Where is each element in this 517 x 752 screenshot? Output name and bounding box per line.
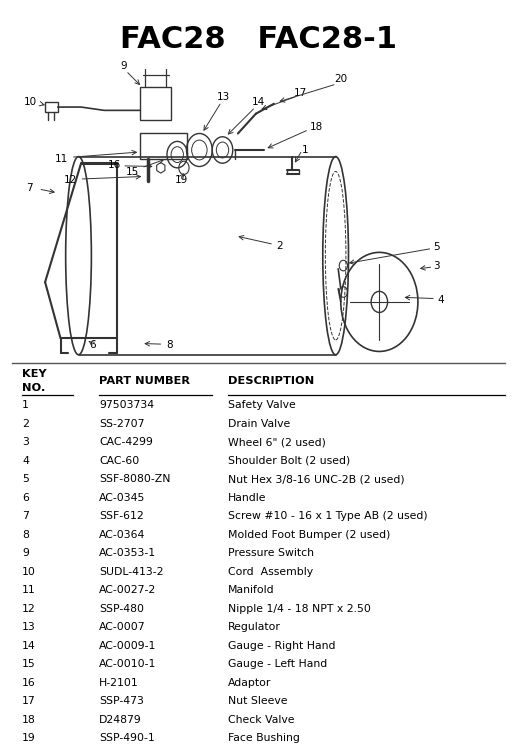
Text: 12: 12 xyxy=(64,174,78,185)
Text: Shoulder Bolt (2 used): Shoulder Bolt (2 used) xyxy=(227,456,350,465)
Text: Nipple 1/4 - 18 NPT x 2.50: Nipple 1/4 - 18 NPT x 2.50 xyxy=(227,604,371,614)
Text: AC-0010-1: AC-0010-1 xyxy=(99,660,157,669)
Text: 18: 18 xyxy=(22,714,36,725)
Text: 16: 16 xyxy=(108,160,120,170)
Text: Gauge - Left Hand: Gauge - Left Hand xyxy=(227,660,327,669)
Bar xyxy=(45,102,58,112)
Text: 20: 20 xyxy=(334,74,347,84)
Text: 4: 4 xyxy=(22,456,29,465)
Text: NO.: NO. xyxy=(22,383,45,393)
Text: Gauge - Right Hand: Gauge - Right Hand xyxy=(227,641,335,650)
Text: 7: 7 xyxy=(22,511,29,521)
Text: 19: 19 xyxy=(22,733,36,743)
Text: 2: 2 xyxy=(277,241,283,250)
Text: SSF-8080-ZN: SSF-8080-ZN xyxy=(99,475,171,484)
Text: 10: 10 xyxy=(24,97,37,107)
Text: 13: 13 xyxy=(217,92,230,102)
Text: 3: 3 xyxy=(433,261,440,271)
Text: 2: 2 xyxy=(22,419,29,429)
Text: 5: 5 xyxy=(433,242,440,252)
Text: Drain Valve: Drain Valve xyxy=(227,419,290,429)
Text: AC-0353-1: AC-0353-1 xyxy=(99,548,156,558)
Text: 97503734: 97503734 xyxy=(99,400,154,411)
Text: 15: 15 xyxy=(126,167,139,177)
Text: AC-0009-1: AC-0009-1 xyxy=(99,641,157,650)
Text: 14: 14 xyxy=(252,97,265,107)
Text: 13: 13 xyxy=(22,622,36,632)
Text: H-2101: H-2101 xyxy=(99,678,139,688)
Text: Nut Hex 3/8-16 UNC-2B (2 used): Nut Hex 3/8-16 UNC-2B (2 used) xyxy=(227,475,404,484)
Text: 9: 9 xyxy=(120,61,127,71)
Text: 14: 14 xyxy=(22,641,36,650)
Text: 8: 8 xyxy=(22,529,29,540)
Text: 1: 1 xyxy=(302,145,309,155)
Bar xyxy=(140,134,187,159)
Text: 6: 6 xyxy=(22,493,29,503)
Text: 1: 1 xyxy=(22,400,29,411)
Text: Handle: Handle xyxy=(227,493,266,503)
Text: 12: 12 xyxy=(22,604,36,614)
Text: SSF-612: SSF-612 xyxy=(99,511,144,521)
Text: 9: 9 xyxy=(22,548,29,558)
Text: 6: 6 xyxy=(89,340,96,350)
Text: Adaptor: Adaptor xyxy=(227,678,271,688)
Text: Pressure Switch: Pressure Switch xyxy=(227,548,314,558)
Text: AC-0027-2: AC-0027-2 xyxy=(99,585,156,596)
Text: Screw #10 - 16 x 1 Type AB (2 used): Screw #10 - 16 x 1 Type AB (2 used) xyxy=(227,511,427,521)
Text: 10: 10 xyxy=(22,567,36,577)
Text: SSP-473: SSP-473 xyxy=(99,696,144,706)
Text: 3: 3 xyxy=(22,438,29,447)
Text: 8: 8 xyxy=(166,340,173,350)
Text: Safety Valve: Safety Valve xyxy=(227,400,295,411)
Text: 5: 5 xyxy=(22,475,29,484)
Text: CAC-60: CAC-60 xyxy=(99,456,140,465)
Text: 11: 11 xyxy=(55,153,68,164)
Text: AC-0364: AC-0364 xyxy=(99,529,145,540)
Text: Nut Sleeve: Nut Sleeve xyxy=(227,696,287,706)
Text: PART NUMBER: PART NUMBER xyxy=(99,376,190,386)
Text: 19: 19 xyxy=(175,174,188,185)
Text: DESCRIPTION: DESCRIPTION xyxy=(227,376,314,386)
Text: 16: 16 xyxy=(22,678,36,688)
Text: 17: 17 xyxy=(22,696,36,706)
Text: SSP-480: SSP-480 xyxy=(99,604,144,614)
Text: CAC-4299: CAC-4299 xyxy=(99,438,153,447)
Bar xyxy=(140,87,171,120)
Text: 15: 15 xyxy=(22,660,36,669)
Text: 7: 7 xyxy=(26,183,33,193)
Text: Wheel 6" (2 used): Wheel 6" (2 used) xyxy=(227,438,326,447)
Text: KEY: KEY xyxy=(22,368,47,378)
Text: 18: 18 xyxy=(310,122,323,132)
Text: SUDL-413-2: SUDL-413-2 xyxy=(99,567,163,577)
Text: Manifold: Manifold xyxy=(227,585,275,596)
Text: SS-2707: SS-2707 xyxy=(99,419,145,429)
Text: 4: 4 xyxy=(437,295,444,305)
Text: D24879: D24879 xyxy=(99,714,142,725)
Text: Check Valve: Check Valve xyxy=(227,714,294,725)
Text: SSP-490-1: SSP-490-1 xyxy=(99,733,155,743)
Text: AC-0007: AC-0007 xyxy=(99,622,146,632)
Text: Regulator: Regulator xyxy=(227,622,281,632)
Text: Face Bushing: Face Bushing xyxy=(227,733,299,743)
Text: Molded Foot Bumper (2 used): Molded Foot Bumper (2 used) xyxy=(227,529,390,540)
Text: Cord  Assembly: Cord Assembly xyxy=(227,567,313,577)
Text: 17: 17 xyxy=(294,87,307,98)
Text: AC-0345: AC-0345 xyxy=(99,493,145,503)
Text: FAC28   FAC28-1: FAC28 FAC28-1 xyxy=(120,25,397,53)
Text: 11: 11 xyxy=(22,585,36,596)
